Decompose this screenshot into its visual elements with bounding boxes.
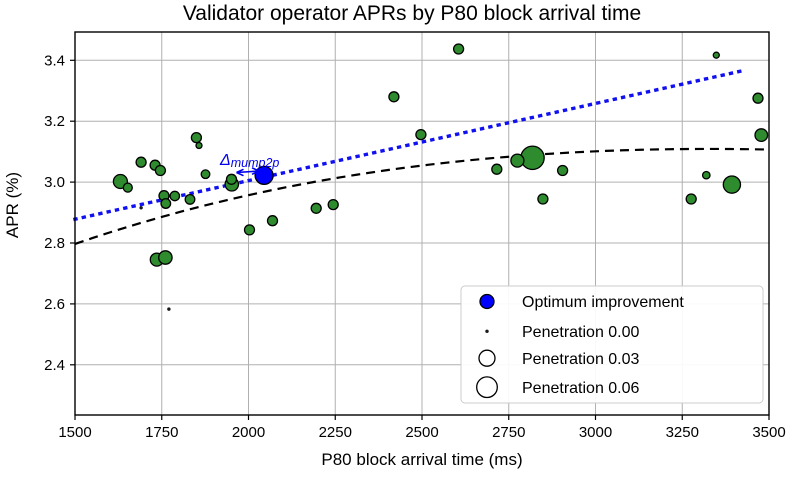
- svg-text:1500: 1500: [58, 424, 91, 441]
- svg-text:APR (%): APR (%): [3, 172, 22, 238]
- svg-text:3.0: 3.0: [44, 174, 65, 191]
- svg-text:Optimum improvement: Optimum improvement: [522, 294, 684, 311]
- svg-text:3250: 3250: [666, 424, 699, 441]
- svg-text:Penetration 0.03: Penetration 0.03: [522, 351, 640, 368]
- svg-text:2750: 2750: [492, 424, 525, 441]
- svg-text:Penetration 0.00: Penetration 0.00: [522, 324, 640, 341]
- svg-text:2.8: 2.8: [44, 235, 65, 252]
- svg-text:3500: 3500: [752, 424, 785, 441]
- svg-text:1750: 1750: [145, 424, 178, 441]
- svg-text:2000: 2000: [232, 424, 265, 441]
- svg-text:2250: 2250: [319, 424, 352, 441]
- svg-text:3.4: 3.4: [44, 52, 65, 69]
- svg-text:Validator operator APRs by P80: Validator operator APRs by P80 block arr…: [183, 2, 641, 25]
- svg-text:2.4: 2.4: [44, 357, 65, 374]
- svg-text:2.6: 2.6: [44, 296, 65, 313]
- svg-text:P80 block arrival time (ms): P80 block arrival time (ms): [321, 450, 522, 469]
- svg-text:3000: 3000: [579, 424, 612, 441]
- svg-text:3.2: 3.2: [44, 113, 65, 130]
- svg-text:Penetration 0.06: Penetration 0.06: [522, 380, 640, 397]
- svg-text:2500: 2500: [405, 424, 438, 441]
